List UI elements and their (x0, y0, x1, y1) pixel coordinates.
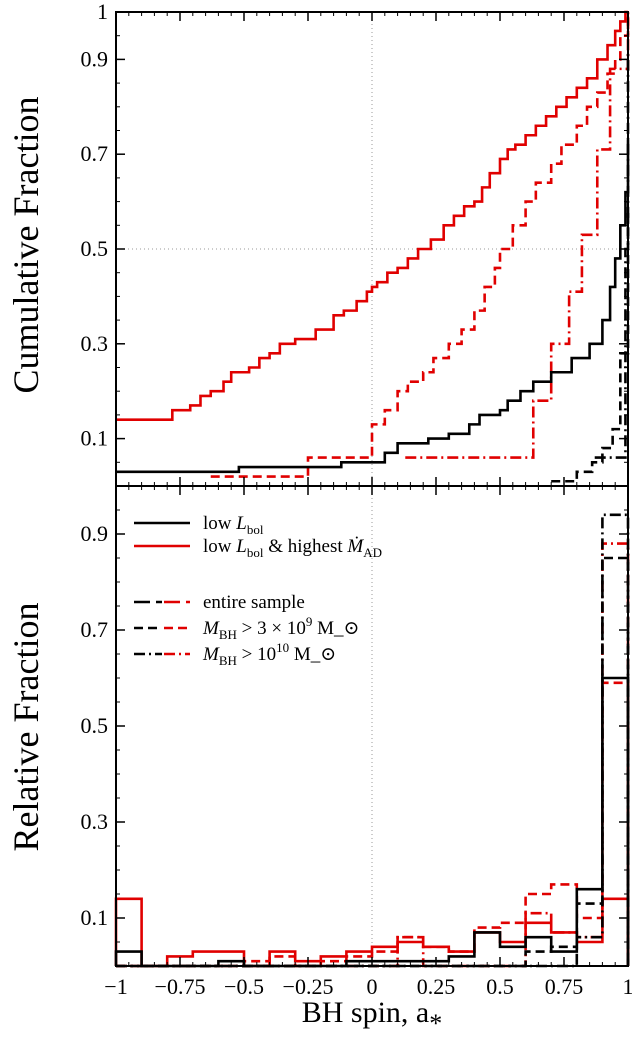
x-axis-label: BH spin, a* (302, 996, 443, 1038)
top-reference-lines (116, 12, 628, 486)
cumulative-series-3 (116, 139, 630, 474)
legend-label: MBH​ > 1010​ M_⊙ (202, 640, 336, 668)
x-tick-label: −1 (104, 974, 127, 999)
legend-label: low Lbol​ & highest ṀAD​ (203, 536, 382, 560)
y-tick-label: 0.1 (81, 905, 109, 930)
top-series-group (116, 10, 630, 483)
bottom-y-axis-label: Relative Fraction (6, 603, 46, 852)
y-tick-label: 1 (97, 0, 108, 24)
y-tick-label: 0.7 (81, 617, 109, 642)
y-tick-label: 0.5 (81, 236, 109, 261)
x-tick-label: 0.75 (545, 974, 584, 999)
bottom-panel: 0.1 0.3 0.5 0.7 0.9 −1 −0.75 −0.5 −0.25 0 0.25 0.5 0… (6, 485, 632, 1038)
x-tick-label: 0 (367, 974, 378, 999)
legend: low Lbol​low Lbol​ & highest ṀAD​ entire … (134, 513, 382, 668)
y-tick-label: 0.3 (81, 809, 109, 834)
y-tick-label: 0.1 (81, 426, 109, 451)
x-tick-label: 1 (623, 974, 632, 999)
y-tick-label: 0.9 (81, 521, 109, 546)
x-tick-label: −0.75 (155, 974, 206, 999)
x-tick-label: 0.25 (417, 974, 456, 999)
y-tick-label: 0.9 (81, 46, 109, 71)
top-y-axis-label: Cumulative Fraction (6, 97, 46, 394)
y-tick-label: 0.3 (81, 331, 109, 356)
x-tick-label: −0.5 (224, 974, 264, 999)
x-tick-label: −0.25 (283, 974, 334, 999)
legend-label: MBH​ > 3 × 109​ M_⊙ (202, 614, 359, 642)
cumulative-series-2 (405, 12, 630, 459)
y-tick-label: 0.7 (81, 141, 109, 166)
cumulative-series-4 (551, 211, 630, 483)
top-panel: 0.1 0.3 0.5 0.7 0.9 1 Cumulative Fraction (6, 0, 630, 487)
histogram-series-0 (114, 897, 630, 968)
cumulative-series-0 (116, 10, 628, 421)
x-tick-label: 0.5 (486, 974, 514, 999)
legend-label: entire sample (203, 592, 305, 613)
y-tick-label: 0.5 (81, 713, 109, 738)
cumulative-series-1 (210, 12, 630, 478)
bottom-axes: 0.1 0.3 0.5 0.7 0.9 −1 −0.75 −0.5 −0.25 0 0.25 0.5 0… (81, 485, 632, 999)
top-axes: 0.1 0.3 0.5 0.7 0.9 1 (81, 0, 629, 487)
legend-label: low Lbol​ (203, 513, 264, 537)
